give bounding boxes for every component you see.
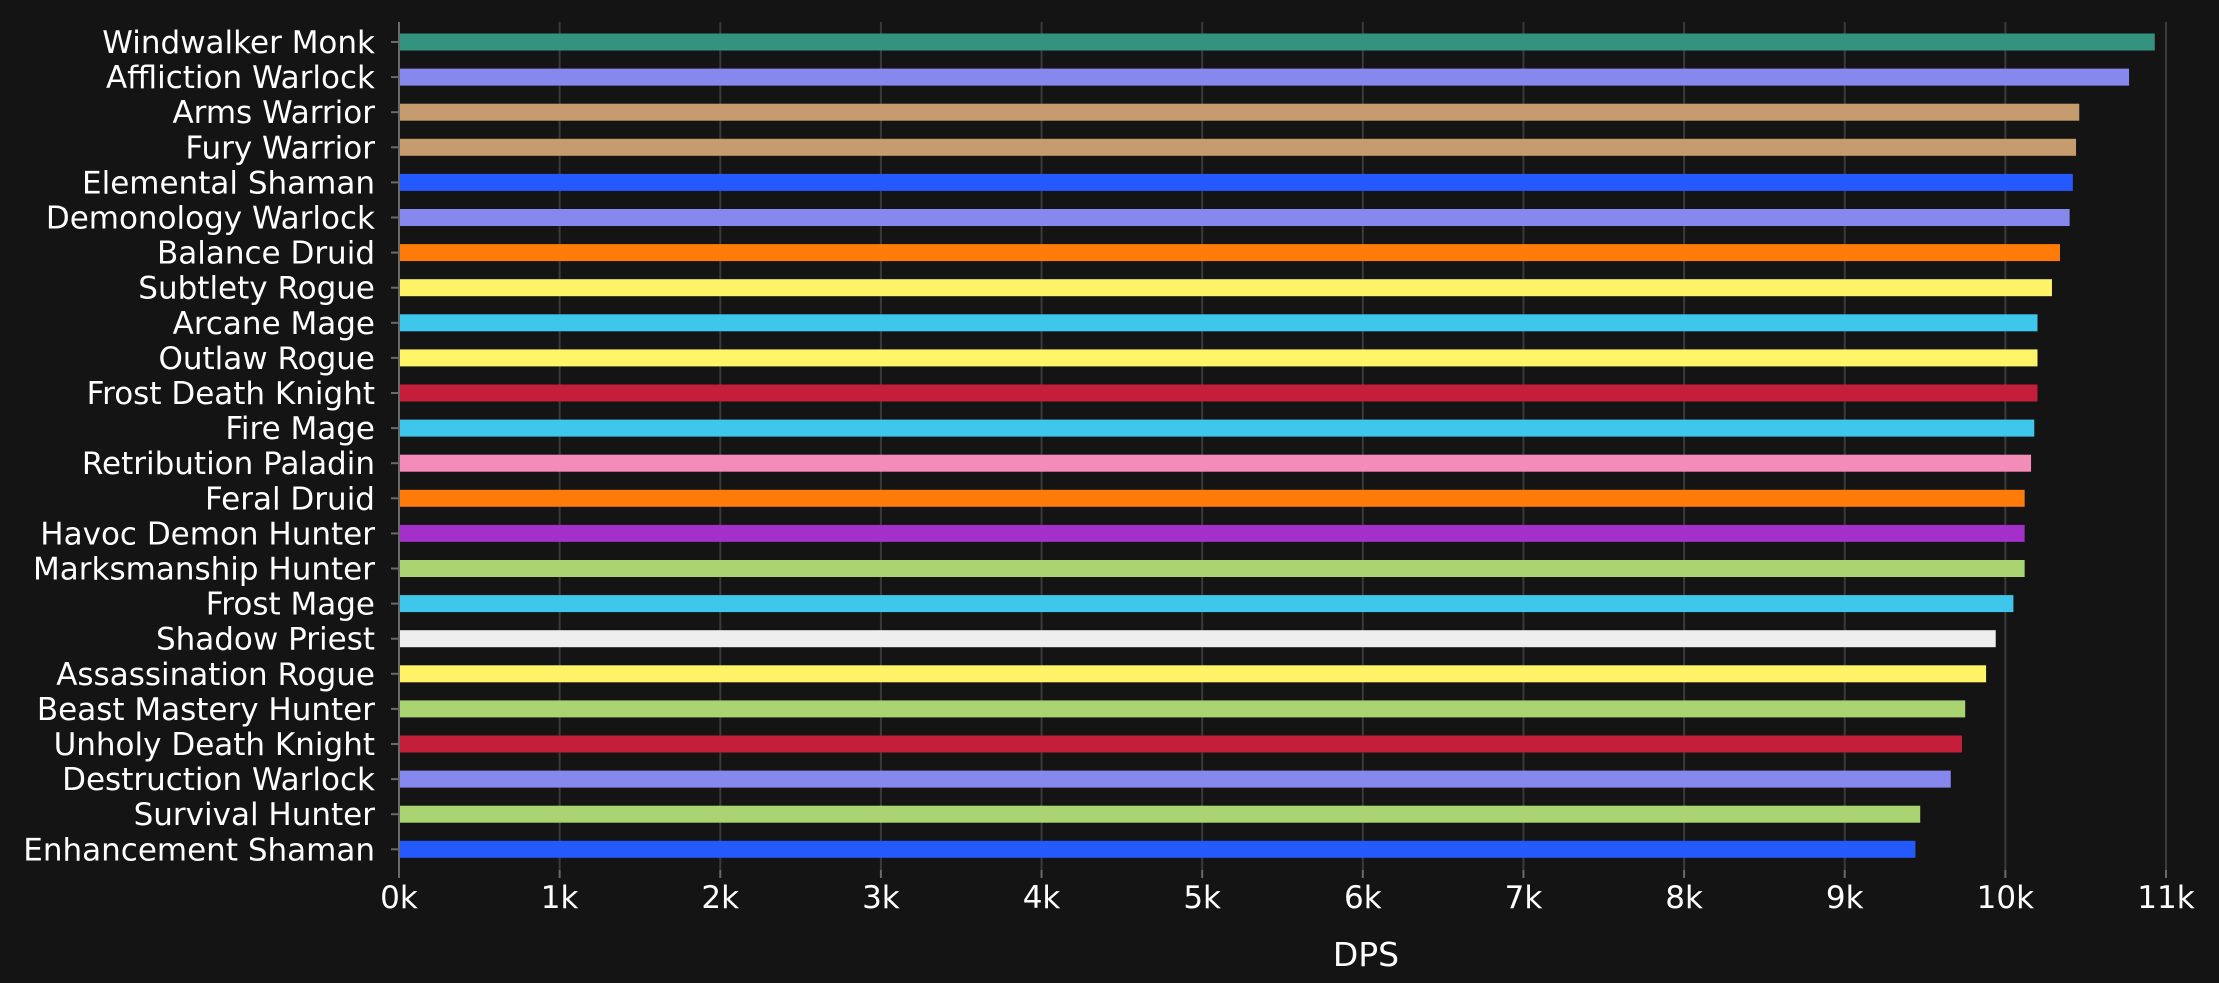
- x-tick-label: 5k: [1183, 880, 1221, 916]
- x-tick-label: 2k: [701, 880, 739, 916]
- bar-unholy-death-knight: [400, 735, 1962, 753]
- category-label: Demonology Warlock: [46, 201, 375, 237]
- x-tick-label: 1k: [541, 880, 579, 916]
- axes: [391, 22, 400, 870]
- category-label: Assassination Rogue: [56, 657, 375, 693]
- bar-outlaw-rogue: [400, 349, 2038, 367]
- bars: [400, 33, 2155, 858]
- category-label: Feral Druid: [205, 481, 375, 517]
- x-tick-label: 4k: [1023, 880, 1061, 916]
- x-tick-label: 11k: [2137, 880, 2194, 916]
- category-label: Arcane Mage: [173, 306, 375, 342]
- category-label: Subtlety Rogue: [138, 271, 375, 307]
- category-label: Retribution Paladin: [82, 446, 375, 482]
- x-tick-label: 0k: [380, 880, 418, 916]
- x-axis-ticks: 0k 1k 2k 3k 4k 5k 6k 7k 8k 9k 10k 11k: [380, 870, 2195, 916]
- category-label: Survival Hunter: [134, 797, 376, 833]
- bar-retribution-paladin: [400, 454, 2032, 472]
- category-label: Frost Mage: [206, 587, 375, 623]
- bar-frost-death-knight: [400, 384, 2038, 402]
- category-label: Fire Mage: [225, 411, 375, 447]
- bar-arms-warrior: [400, 103, 2080, 121]
- bar-marksmanship-hunter: [400, 560, 2025, 577]
- bar-demonology-warlock: [400, 209, 2070, 226]
- category-label: Beast Mastery Hunter: [37, 692, 375, 728]
- category-label: Elemental Shaman: [82, 165, 375, 201]
- category-label: Marksmanship Hunter: [33, 552, 375, 588]
- category-label: Fury Warrior: [185, 130, 375, 166]
- x-tick-label: 7k: [1505, 880, 1543, 916]
- x-tick-label: 8k: [1665, 880, 1703, 916]
- category-label: Balance Druid: [157, 236, 375, 272]
- bar-fury-warrior: [400, 138, 2077, 156]
- bar-beast-mastery-hunter: [400, 700, 1966, 718]
- category-label: Windwalker Monk: [102, 25, 375, 61]
- bar-frost-mage: [400, 595, 2014, 613]
- category-label: Frost Death Knight: [87, 376, 375, 412]
- bar-arcane-mage: [400, 314, 2038, 332]
- category-label: Havoc Demon Hunter: [40, 516, 375, 552]
- grid-lines: [558, 22, 2167, 870]
- bar-assassination-rogue: [400, 665, 1987, 683]
- bar-feral-druid: [400, 489, 2025, 507]
- category-label: Arms Warrior: [172, 95, 375, 131]
- x-tick-label: 3k: [862, 880, 900, 916]
- x-axis-title: DPS: [1333, 935, 1399, 974]
- bar-subtlety-rogue: [400, 279, 2052, 297]
- bar-havoc-demon-hunter: [400, 524, 2025, 542]
- bar-balance-druid: [400, 244, 2060, 262]
- bar-affliction-warlock: [400, 68, 2130, 86]
- x-tick-label: 6k: [1344, 880, 1382, 916]
- category-label: Outlaw Rogue: [158, 341, 375, 377]
- x-tick-label: 9k: [1826, 880, 1864, 916]
- category-label: Unholy Death Knight: [54, 727, 375, 763]
- bar-fire-mage: [400, 419, 2035, 437]
- bar-enhancement-shaman: [400, 840, 1916, 858]
- category-label: Destruction Warlock: [62, 762, 375, 798]
- bar-shadow-priest: [400, 630, 1996, 648]
- category-label: Enhancement Shaman: [23, 832, 375, 868]
- bar-elemental-shaman: [400, 173, 2073, 191]
- bar-survival-hunter: [400, 805, 1921, 823]
- x-tick-label: 10k: [1977, 880, 2034, 916]
- category-label: Shadow Priest: [156, 622, 375, 658]
- bar-windwalker-monk: [400, 33, 2155, 51]
- bar-destruction-warlock: [400, 770, 1951, 788]
- category-label: Affliction Warlock: [106, 60, 375, 96]
